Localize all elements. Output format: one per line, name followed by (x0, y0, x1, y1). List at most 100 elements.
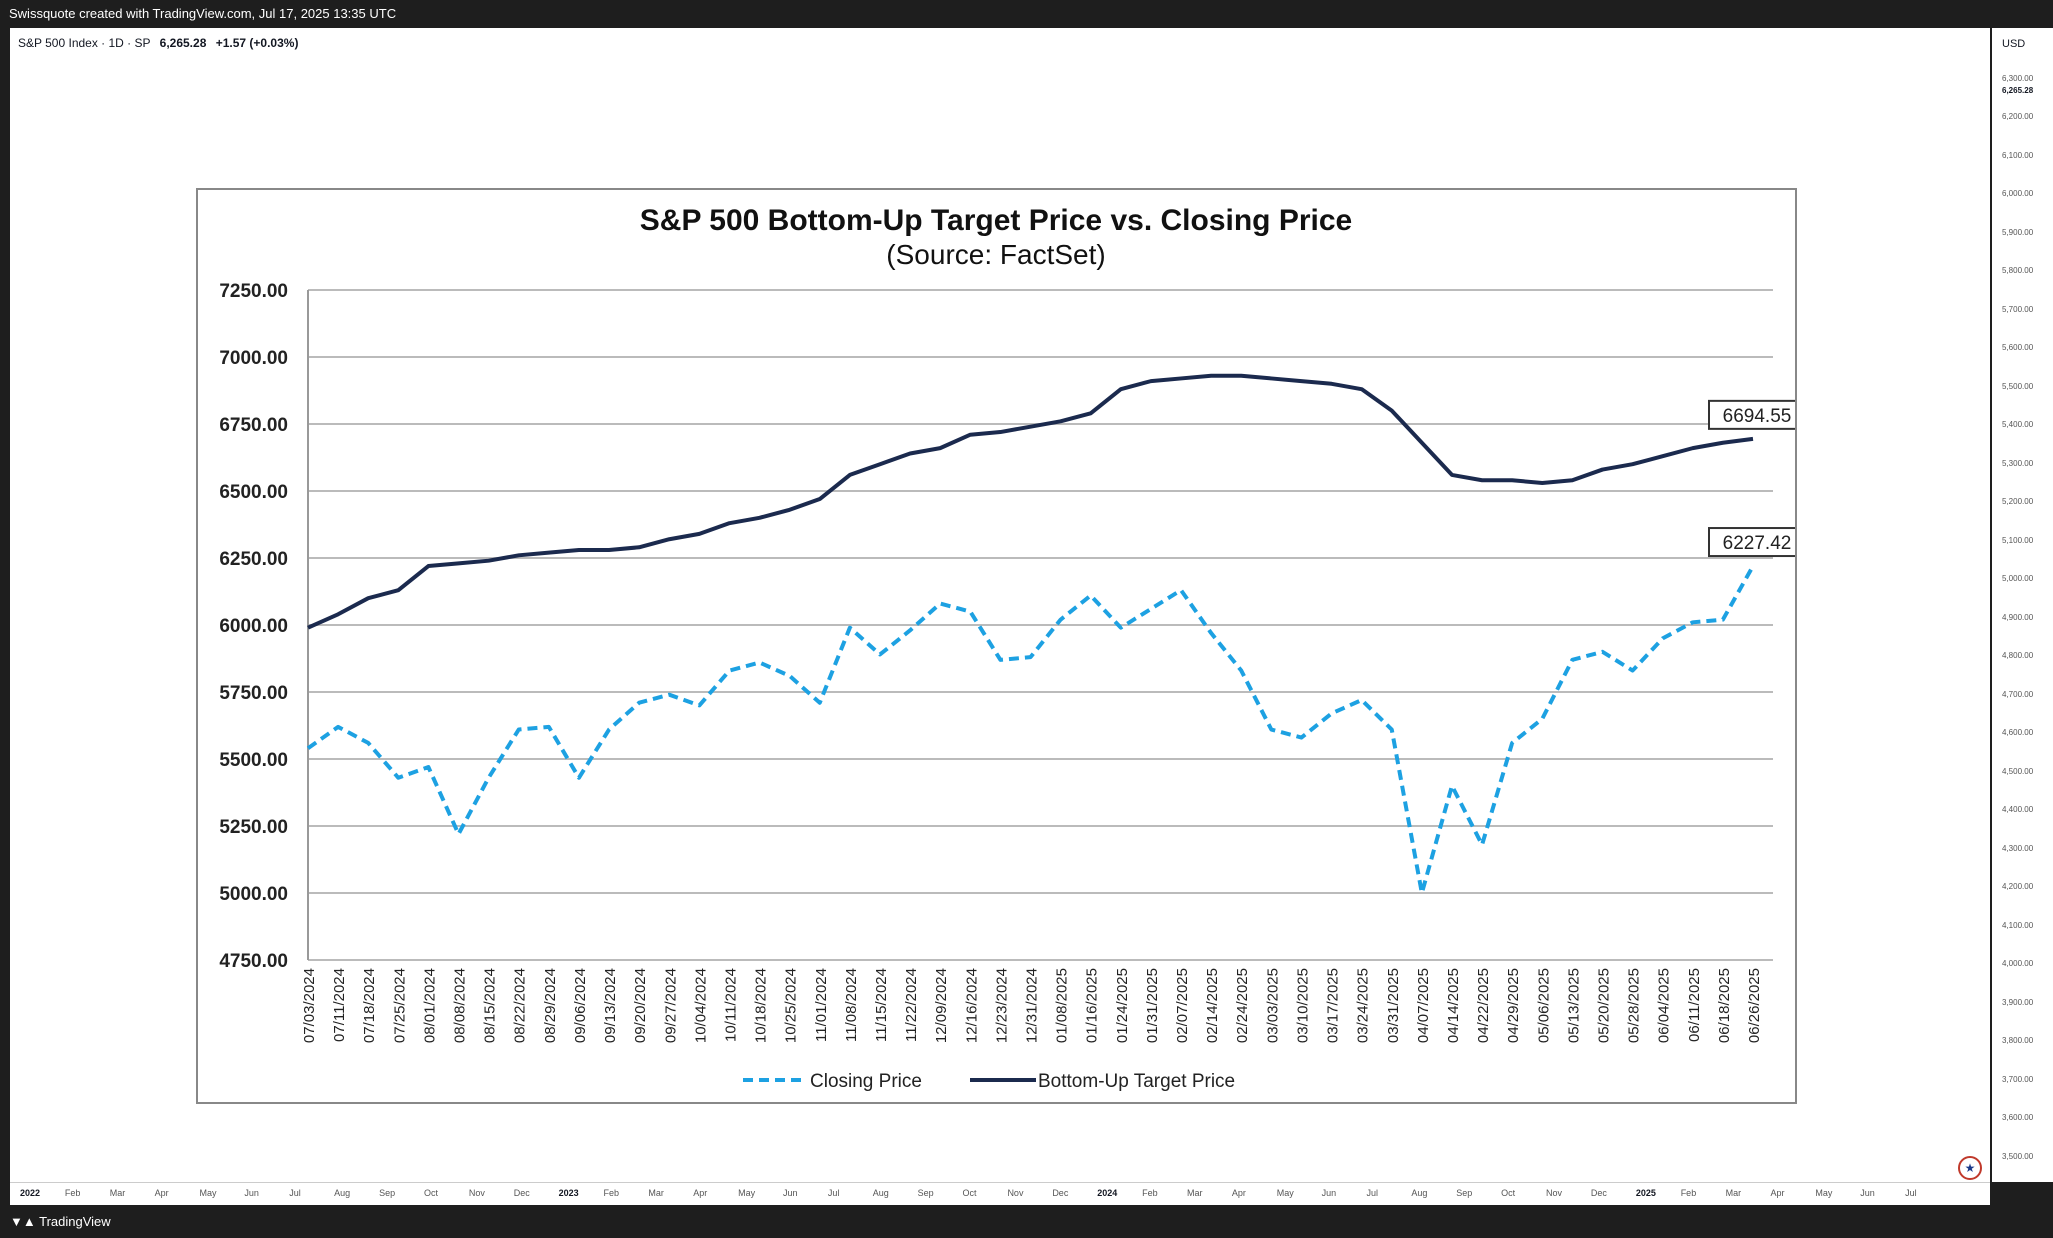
price-axis[interactable]: USD 6,300.00 6,265.28 6,200.00 6,100.00 6,00… (1992, 28, 2053, 1182)
time-axis-label: May (738, 1188, 756, 1198)
time-axis-label: Oct (423, 1188, 438, 1198)
x-tick-label: 07/25/2024 (391, 968, 408, 1043)
price-axis-label: 6,100.00 (2002, 150, 2034, 160)
x-tick-label: 08/15/2024 (482, 968, 499, 1043)
time-axis-label: 2024 (1097, 1188, 1118, 1198)
price-axis-label: 6,300.00 (2002, 74, 2034, 83)
time-axis-label: Nov (1546, 1188, 1563, 1198)
time-axis-label: Oct (962, 1188, 977, 1198)
x-tick-label: 08/29/2024 (542, 968, 559, 1043)
x-tick-label: 03/17/2025 (1325, 968, 1342, 1043)
x-tick-label: 04/07/2025 (1415, 968, 1432, 1043)
x-tick-label: 01/31/2025 (1144, 968, 1161, 1043)
time-axis-label: Oct (1501, 1188, 1516, 1198)
price-axis-label: 3,700.00 (2002, 1074, 2034, 1084)
price-axis-label: 4,700.00 (2002, 689, 2034, 699)
x-tick-label: 07/11/2024 (331, 968, 348, 1042)
time-axis-label: Dec (1052, 1188, 1069, 1198)
currency-label: USD (2002, 38, 2026, 50)
y-tick-label: 6250.00 (219, 549, 288, 570)
price-axis-label: 4,000.00 (2002, 959, 2034, 968)
time-axis-label: Sep (1456, 1188, 1473, 1198)
x-tick-label: 09/27/2024 (662, 968, 679, 1043)
close-end-label: 6227.42 (1723, 533, 1792, 554)
target-end-label: 6694.55 (1723, 406, 1792, 427)
x-tick-label: 12/23/2024 (993, 968, 1010, 1043)
x-tick-label: 04/22/2025 (1475, 968, 1492, 1043)
time-axis-label: May (1276, 1188, 1294, 1198)
price-axis-label: 5,000.00 (2002, 574, 2034, 583)
x-tick-label: 08/08/2024 (452, 968, 469, 1043)
time-axis-label: Feb (64, 1188, 81, 1198)
caption-bar: Swissquote created with TradingView.com,… (0, 0, 2053, 28)
last-price: 6,265.28 (159, 36, 207, 50)
x-tick-label: 07/03/2024 (301, 968, 318, 1043)
price-axis-label: 5,200.00 (2002, 497, 2034, 506)
x-tick-label: 01/08/2025 (1054, 968, 1071, 1043)
price-axis-label: 3,800.00 (2002, 1036, 2034, 1045)
target-end-box (1708, 399, 1806, 430)
time-axis-label: Feb (1680, 1188, 1697, 1198)
time-axis-label: Mar (1725, 1188, 1742, 1198)
price-axis-label: 6,000.00 (2002, 189, 2034, 198)
price-change: +1.57 (+0.03%) (215, 36, 299, 50)
legend-label-closing: Closing Price (810, 1071, 922, 1092)
x-tick-label: 11/22/2024 (903, 968, 920, 1042)
y-tick-label: 4750.00 (219, 951, 288, 972)
footer-bar: ▼▲ TradingView (0, 1206, 2053, 1238)
time-axis[interactable]: 2022 Feb Mar Apr May Jun Jul Aug Sep Oct Nov Dec 202… (10, 1182, 1990, 1205)
price-axis-label: 4,400.00 (2002, 805, 2034, 814)
x-tick-label: 10/18/2024 (753, 968, 770, 1043)
brand-label: TradingView (39, 1214, 111, 1229)
time-axis-label: Feb (1142, 1188, 1158, 1198)
price-axis-label: 6,200.00 (2002, 112, 2034, 121)
time-axis-label: Mar (1186, 1188, 1203, 1198)
x-tick-label: 05/13/2025 (1565, 968, 1582, 1043)
time-axis-label: Jun (1321, 1188, 1337, 1198)
x-tick-label: 11/15/2024 (873, 968, 890, 1042)
time-axis-label: Sep (917, 1188, 934, 1198)
chart-subtitle: (Source: FactSet) (886, 239, 1105, 270)
x-tick-label: 12/16/2024 (963, 968, 980, 1043)
time-axis-label: May (1815, 1188, 1833, 1198)
price-axis-label: 4,900.00 (2002, 612, 2034, 622)
price-axis-label: 4,600.00 (2002, 728, 2034, 737)
price-axis-label: 5,900.00 (2002, 227, 2034, 237)
x-tick-label: 02/24/2025 (1234, 968, 1251, 1043)
time-axis-label: Jun (1860, 1188, 1875, 1198)
y-tick-label: 7000.00 (219, 348, 288, 369)
time-axis-label: Jun (783, 1188, 798, 1198)
x-tick-label: 10/25/2024 (783, 968, 800, 1043)
x-tick-label: 05/20/2025 (1595, 968, 1612, 1043)
time-axis-label: 2023 (558, 1188, 579, 1198)
symbol-label: S&P 500 Index · 1D · SP (18, 36, 151, 50)
y-tick-label: 5000.00 (219, 884, 288, 905)
y-tick-label: 6750.00 (219, 415, 288, 436)
price-axis-label: 3,500.00 (2002, 1151, 2034, 1161)
time-axis-label: Dec (1590, 1188, 1607, 1198)
time-axis-label: Nov (1007, 1188, 1024, 1198)
x-tick-label: 11/08/2024 (843, 968, 860, 1042)
time-axis-label: Dec (513, 1188, 530, 1198)
time-axis-label: Sep (379, 1188, 396, 1198)
x-tick-label: 09/20/2024 (632, 968, 649, 1043)
x-tick-label: 04/29/2025 (1505, 968, 1522, 1043)
x-tick-label: 06/26/2025 (1746, 968, 1763, 1043)
price-axis-label: 4,800.00 (2002, 651, 2034, 660)
embedded-chart-image: S&P 500 Bottom-Up Target Price vs. Closi… (196, 188, 1806, 1104)
time-axis-label: Jul (289, 1188, 301, 1198)
price-axis-label: 5,100.00 (2002, 535, 2034, 545)
x-tick-label: 10/04/2024 (692, 968, 709, 1043)
legend-label-target: Bottom-Up Target Price (1038, 1071, 1235, 1092)
x-tick-label: 06/11/2025 (1686, 968, 1703, 1042)
x-tick-label: 06/18/2025 (1716, 968, 1733, 1043)
x-tick-label: 09/13/2024 (602, 968, 619, 1043)
time-axis-label: Apr (1770, 1188, 1785, 1198)
x-tick-label: 04/14/2025 (1445, 968, 1462, 1043)
symbol-legend[interactable]: S&P 500 Index · 1D · SP 6,265.28 +1.57 (… (18, 36, 298, 50)
time-axis-label: Nov (468, 1188, 485, 1198)
time-axis-label: May (199, 1188, 217, 1198)
x-tick-label: 05/28/2025 (1626, 968, 1643, 1043)
us-flag-icon: ★ (1958, 1156, 1982, 1180)
price-axis-label: 5,600.00 (2002, 343, 2034, 352)
